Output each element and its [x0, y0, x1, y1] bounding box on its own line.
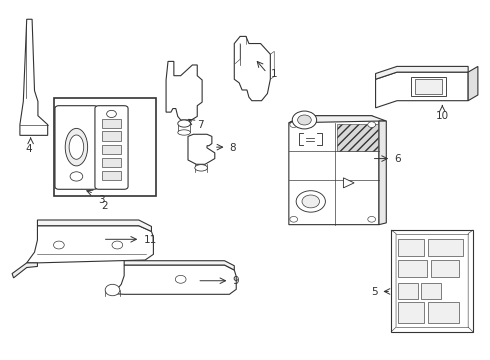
- Text: 4: 4: [26, 144, 32, 154]
- Circle shape: [292, 111, 317, 129]
- Bar: [102, 131, 121, 141]
- Bar: [102, 145, 121, 154]
- Text: 9: 9: [232, 276, 239, 287]
- Text: 2: 2: [101, 202, 108, 211]
- Circle shape: [107, 111, 116, 117]
- Ellipse shape: [178, 130, 191, 135]
- Bar: [398, 260, 427, 277]
- Text: 10: 10: [436, 111, 449, 121]
- Text: 1: 1: [270, 69, 277, 79]
- Circle shape: [112, 241, 122, 249]
- Text: 11: 11: [144, 235, 157, 245]
- Polygon shape: [234, 36, 270, 101]
- Circle shape: [290, 216, 297, 222]
- Circle shape: [296, 191, 325, 212]
- Text: 7: 7: [197, 120, 204, 130]
- Text: 6: 6: [394, 154, 401, 164]
- Bar: [398, 283, 418, 298]
- Bar: [102, 158, 121, 167]
- Polygon shape: [20, 19, 48, 135]
- Polygon shape: [468, 66, 478, 101]
- Ellipse shape: [178, 120, 191, 127]
- Circle shape: [70, 172, 83, 181]
- Bar: [391, 230, 473, 332]
- Bar: [428, 302, 460, 323]
- Polygon shape: [124, 261, 234, 270]
- Polygon shape: [37, 220, 151, 231]
- Ellipse shape: [105, 284, 120, 296]
- Circle shape: [368, 216, 375, 222]
- Circle shape: [368, 122, 375, 127]
- Polygon shape: [289, 116, 379, 225]
- Bar: [102, 171, 121, 180]
- Polygon shape: [375, 66, 468, 79]
- Ellipse shape: [65, 129, 88, 166]
- FancyBboxPatch shape: [55, 106, 98, 189]
- Ellipse shape: [69, 135, 84, 159]
- Polygon shape: [27, 226, 153, 263]
- Text: 3: 3: [98, 195, 104, 205]
- Circle shape: [297, 115, 311, 125]
- Bar: [431, 260, 460, 277]
- Circle shape: [302, 195, 319, 208]
- Bar: [102, 119, 121, 128]
- Bar: [398, 239, 424, 256]
- Bar: [428, 239, 463, 256]
- Text: 8: 8: [229, 143, 236, 153]
- Polygon shape: [343, 178, 354, 188]
- Polygon shape: [188, 134, 215, 164]
- Bar: [411, 77, 446, 96]
- Polygon shape: [12, 263, 37, 278]
- Circle shape: [175, 275, 186, 283]
- Bar: [337, 123, 378, 151]
- FancyBboxPatch shape: [95, 106, 128, 189]
- Ellipse shape: [195, 165, 207, 171]
- Bar: [398, 302, 424, 323]
- Polygon shape: [166, 62, 202, 120]
- Polygon shape: [379, 121, 386, 225]
- Circle shape: [53, 241, 64, 249]
- Polygon shape: [289, 116, 386, 123]
- Bar: [54, 98, 156, 196]
- Polygon shape: [114, 265, 236, 294]
- Bar: [421, 283, 441, 298]
- Bar: [415, 79, 442, 94]
- Circle shape: [290, 122, 297, 127]
- Text: 5: 5: [371, 287, 377, 297]
- Polygon shape: [375, 72, 468, 108]
